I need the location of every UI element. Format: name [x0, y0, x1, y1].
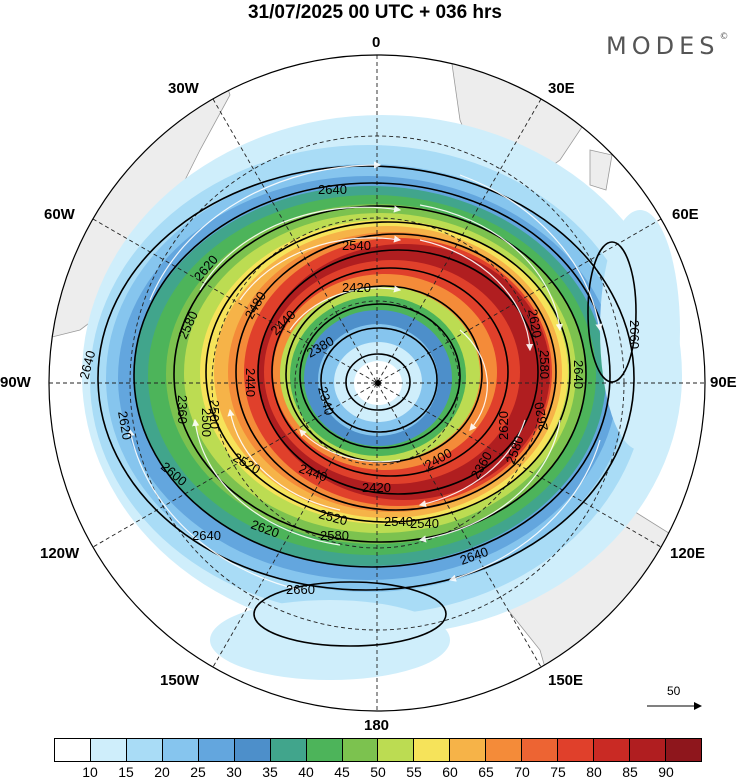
height-contours — [97, 165, 637, 647]
contour-label: 2640 — [318, 182, 347, 197]
contour-label: 2620 — [531, 401, 551, 432]
colorbar-swatch — [306, 739, 343, 761]
colorbar-swatch — [558, 739, 595, 761]
colorbar-tick-label: 65 — [478, 764, 494, 780]
contour-label: 2440 — [243, 368, 258, 397]
lon-label-120w: 120W — [40, 545, 80, 562]
lon-label-0: 0 — [372, 34, 381, 51]
colorbar-swatch — [55, 739, 91, 761]
colorbar-swatch — [270, 739, 307, 761]
reference-vector: 50 — [645, 684, 705, 718]
colorbar-tick-label: 85 — [622, 764, 638, 780]
contour-label: 2500 — [207, 400, 222, 429]
contour-label: 2500 — [199, 408, 214, 437]
contour-label: 2540 — [410, 516, 439, 531]
colorbar-tick-label: 50 — [370, 764, 386, 780]
colorbar-tick-label: 15 — [118, 764, 134, 780]
lon-label-60w: 60W — [44, 206, 75, 223]
jet-patch-south — [210, 600, 450, 680]
contour-2660-east — [587, 241, 637, 383]
contour-2660-south — [253, 581, 447, 647]
polar-map: 2640 2540 2620 2660 2640 2620 2580 2540 … — [48, 54, 706, 712]
colorbar-tick-label: 80 — [586, 764, 602, 780]
contour-label: 2360 — [175, 395, 190, 424]
colorbar-tick-label: 90 — [658, 764, 674, 780]
jet-patch-east — [600, 210, 680, 450]
lon-label-120e: 120E — [670, 545, 706, 562]
lon-label-90e: 90E — [710, 374, 737, 391]
colorbar-swatch — [378, 739, 415, 761]
wind-streamlines — [127, 161, 603, 591]
colorbar-tick-label: 25 — [190, 764, 206, 780]
contour-label: 2620 — [115, 410, 135, 441]
colorbar-swatch — [522, 739, 559, 761]
colorbar-swatch — [450, 739, 487, 761]
contour-label: 2540 — [342, 238, 371, 253]
colorbar-swatch — [162, 739, 199, 761]
lon-label-150w: 150W — [160, 672, 200, 689]
lon-label-150e: 150E — [548, 672, 584, 689]
colorbar-tick-label: 75 — [550, 764, 566, 780]
modes-logo: MODES© — [606, 32, 728, 60]
colorbar-swatch — [234, 739, 271, 761]
contour-label: 2640 — [571, 360, 586, 389]
lon-label-30e: 30E — [548, 80, 575, 97]
colorbar-tick-label: 70 — [514, 764, 530, 780]
lon-label-180: 180 — [364, 717, 390, 734]
contour-label: 2420 — [362, 480, 391, 495]
graticule — [49, 55, 705, 711]
map-title: 31/07/2025 00 UTC + 036 hrs — [247, 2, 503, 23]
contour-label: 2660 — [627, 320, 642, 349]
colorbar-tick-label: 45 — [334, 764, 350, 780]
contour-label: 2620 — [525, 308, 545, 339]
pole-marker — [375, 380, 381, 386]
colorbar-swatch — [665, 739, 701, 761]
contour-label: 2660 — [286, 582, 315, 597]
colorbar-tick-label: 60 — [442, 764, 458, 780]
brand-mark: © — [719, 32, 729, 42]
colorbar-swatch — [630, 739, 666, 761]
lon-label-30w: 30W — [168, 80, 199, 97]
colorbar-ticks: 10 15 20 25 30 35 40 45 50 55 60 65 70 75 80 85 90 — [0, 764, 750, 782]
contour-label: 2640 — [192, 528, 221, 543]
brand-text: MODES — [606, 32, 720, 60]
colorbar-tick-label: 20 — [154, 764, 170, 780]
contour-label: 2340 — [315, 385, 337, 417]
map-boundary — [48, 54, 706, 712]
contour-label: 2520 — [317, 506, 349, 528]
colorbar-tick-label: 30 — [226, 764, 242, 780]
colorbar-swatch — [594, 739, 630, 761]
shaded-field — [49, 55, 705, 711]
lon-label-60e: 60E — [672, 206, 699, 223]
contour-label: 2540 — [384, 514, 413, 529]
colorbar-tick-label: 35 — [262, 764, 278, 780]
colorbar-tick-label: 55 — [406, 764, 422, 780]
colorbar — [54, 738, 702, 762]
contour-label: 2580 — [320, 528, 349, 543]
colorbar-swatch — [342, 739, 379, 761]
contour-label: 2640 — [76, 349, 98, 381]
contour-label: 2580 — [537, 350, 552, 379]
lon-label-90w: 90W — [0, 374, 31, 391]
reference-vector-value: 50 — [667, 684, 681, 698]
contour-label: 2620 — [496, 411, 511, 440]
colorbar-swatch — [126, 739, 163, 761]
colorbar-swatch — [198, 739, 235, 761]
contour-label: 2420 — [342, 280, 371, 295]
colorbar-swatch — [486, 739, 523, 761]
colorbar-swatch — [414, 739, 451, 761]
colorbar-tick-label: 40 — [298, 764, 314, 780]
land-madagascar — [589, 149, 613, 191]
colorbar-swatch — [90, 739, 127, 761]
colorbar-tick-label: 10 — [82, 764, 98, 780]
